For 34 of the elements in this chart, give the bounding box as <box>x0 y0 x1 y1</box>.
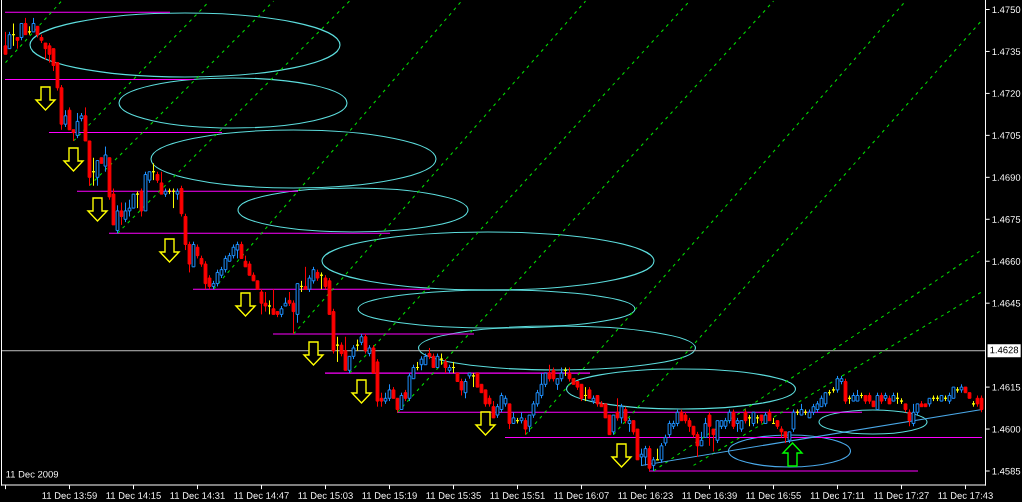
x-tick-label: 11 Dec 13:59 <box>42 492 97 499</box>
candlestick <box>703 417 708 438</box>
candlestick <box>843 378 848 405</box>
y-tick-label: 1.4645 <box>992 300 1021 307</box>
x-tick-label: 11 Dec 17:11 <box>810 492 865 499</box>
candlestick <box>95 160 100 187</box>
x-tick-label: 11 Dec 14:31 <box>170 492 225 499</box>
y-tick-label: 1.4615 <box>992 383 1021 391</box>
x-tick-label: 11 Dec 16:07 <box>554 492 609 499</box>
x-tick-label: 11 Dec 14:47 <box>234 492 289 499</box>
x-tick-label: 11 Dec 15:35 <box>426 492 481 499</box>
ref-line-label: 1.4628 <box>990 346 1019 354</box>
y-tick-label: 1.4585 <box>992 467 1021 475</box>
candlestick <box>303 266 308 290</box>
x-tick-label: 11 Dec 16:39 <box>682 492 737 499</box>
y-tick-label: 1.4735 <box>992 48 1021 55</box>
y-tick-label: 1.4750 <box>992 6 1021 14</box>
candlestick <box>707 411 712 447</box>
x-tick-label: 11 Dec 15:03 <box>298 492 353 499</box>
y-tick-label: 1.4705 <box>992 132 1021 139</box>
x-tick-label: 11 Dec 17:43 <box>938 492 993 499</box>
y-tick-label: 1.4720 <box>992 90 1021 97</box>
x-tick-label: 11 Dec 15:19 <box>362 492 417 499</box>
y-tick-label: 1.4675 <box>992 216 1021 223</box>
y-tick-label: 1.4690 <box>992 174 1021 181</box>
y-tick-label: 1.4660 <box>992 258 1021 265</box>
x-tick-label: 11 Dec 14:15 <box>106 492 161 499</box>
x-tick-label: 11 Dec 15:51 <box>490 492 545 499</box>
annotation: 11 Dec 2009 <box>6 470 59 478</box>
y-tick-label: 1.4600 <box>992 425 1021 433</box>
x-tick-label: 11 Dec 16:55 <box>746 492 801 499</box>
x-tick-label: 11 Dec 17:27 <box>874 492 929 499</box>
candlestick <box>123 202 128 223</box>
x-tick-label: 11 Dec 16:23 <box>618 492 673 499</box>
